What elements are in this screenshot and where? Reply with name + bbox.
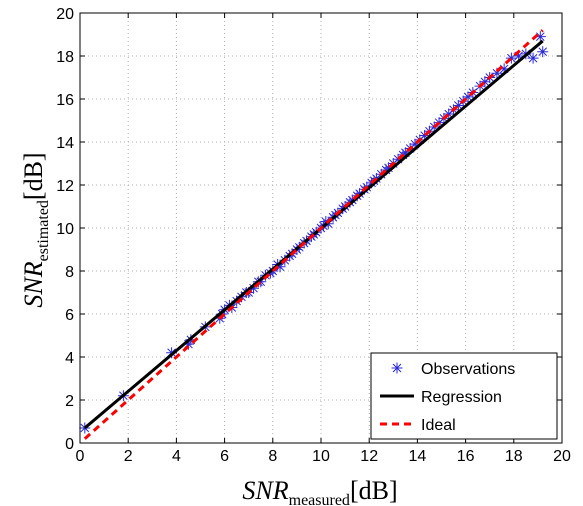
x-axis-label-main: SNR [242, 476, 288, 505]
y-tick-label: 6 [65, 307, 74, 324]
y-tick-label: 20 [56, 6, 74, 23]
observation-point [534, 31, 546, 43]
observation-point [409, 138, 421, 150]
y-tick-label: 16 [56, 92, 74, 109]
observation-point [419, 130, 431, 142]
observation-point [491, 67, 503, 79]
x-tick-label: 2 [124, 448, 133, 465]
observation-point [182, 338, 194, 350]
x-tick-label: 8 [268, 448, 277, 465]
y-tick-label: 12 [56, 178, 74, 195]
observation-point [462, 91, 474, 103]
y-tick-label: 0 [65, 436, 74, 453]
x-tick-label: 14 [409, 448, 427, 465]
legend: Observations Regression Ideal [370, 352, 558, 440]
x-tick-label: 10 [312, 448, 330, 465]
observation-point [513, 50, 525, 62]
observation-point [399, 147, 411, 159]
observation-point [505, 52, 517, 64]
y-tick-label: 10 [56, 221, 74, 238]
x-tick-label: 4 [172, 448, 181, 465]
x-axis-label: SNRmeasured[dB] [242, 476, 397, 506]
legend-label-observations: Observations [421, 361, 515, 378]
y-tick-label: 8 [65, 264, 74, 281]
legend-label-regression: Regression [421, 389, 502, 406]
x-tick-label: 6 [220, 448, 229, 465]
plot-area [79, 29, 549, 440]
y-tick-label: 2 [65, 393, 74, 410]
x-tick-label: 20 [553, 448, 571, 465]
x-tick-label: 18 [505, 448, 523, 465]
y-axis-label-unit: [dB] [19, 152, 48, 200]
observation-point [537, 46, 549, 58]
observation-point [527, 52, 539, 64]
observation-point [354, 188, 366, 200]
plot-frame [79, 12, 563, 444]
x-tick-label: 12 [360, 448, 378, 465]
y-axis-label-main: SNR [19, 261, 48, 307]
observation-point [443, 108, 455, 120]
observation-point [479, 76, 491, 88]
y-tick-label: 4 [65, 350, 74, 367]
y-tick-label: 18 [56, 49, 74, 66]
observation-point [274, 261, 286, 273]
observation-point [248, 282, 260, 294]
legend-marker-observations [391, 362, 403, 374]
observation-point [255, 276, 267, 288]
ticks: 0 2 4 6 8 10 12 14 16 18 20 0 2 4 6 8 10 12 14 16 18 20 [56, 6, 571, 465]
x-tick-label: 16 [457, 448, 475, 465]
observation-point [452, 99, 464, 111]
x-tick-label: 0 [76, 448, 85, 465]
x-axis-label-sub: measured [289, 492, 350, 506]
observation-point [382, 162, 394, 174]
y-axis-label: SNRestimated[dB] [19, 152, 52, 307]
y-axis-label-sub: estimated [35, 200, 52, 261]
y-tick-label: 14 [56, 135, 74, 152]
observation-point [392, 153, 404, 165]
x-axis-label-unit: [dB] [350, 476, 398, 505]
observation-point [216, 308, 228, 320]
legend-label-ideal: Ideal [421, 417, 456, 434]
ideal-line [83, 29, 544, 440]
legend-asterisk-icon [391, 362, 403, 374]
observation-point [498, 63, 510, 75]
